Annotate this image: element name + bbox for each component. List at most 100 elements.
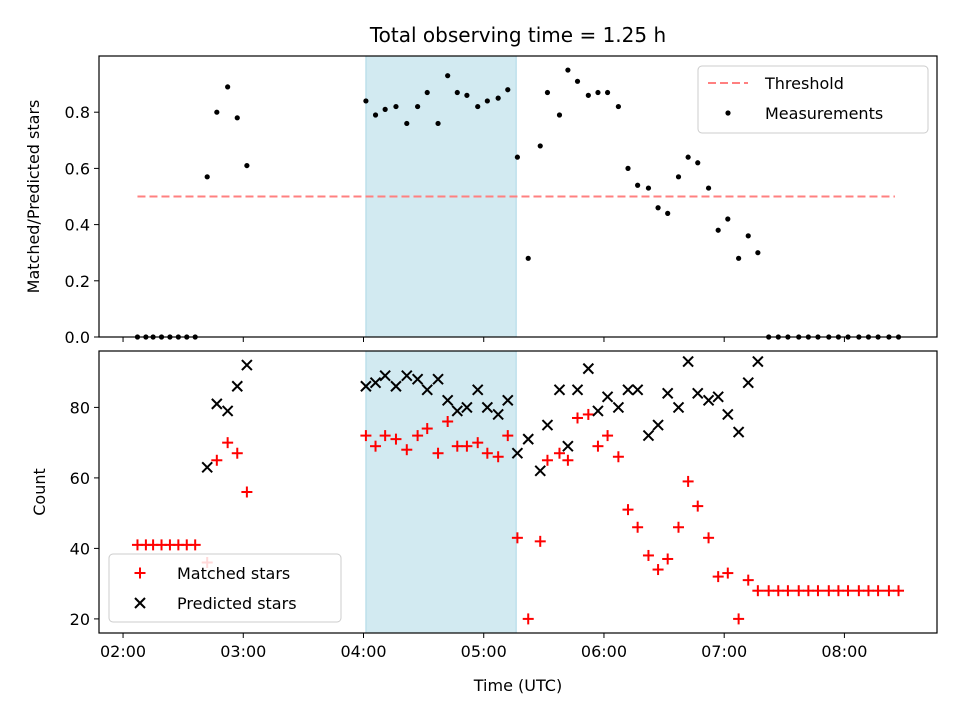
- legend-matched-swatch: [134, 567, 146, 579]
- cross-b: [534, 465, 546, 477]
- matched-star-point: [541, 454, 553, 466]
- measurement-point: [645, 185, 652, 191]
- matched-stars-series: [131, 408, 905, 625]
- measurement-point: [464, 92, 470, 98]
- predicted-star-point: [241, 359, 253, 371]
- cross-b: [562, 440, 574, 452]
- measurement-point: [363, 98, 369, 104]
- measurement-point: [675, 174, 682, 180]
- cross-b: [582, 362, 595, 375]
- cross-b: [221, 405, 234, 417]
- predicted-star-point: [642, 429, 655, 442]
- matched-star-point: [511, 532, 523, 544]
- cross-b: [201, 461, 213, 474]
- predicted-star-point: [432, 373, 444, 385]
- measurement-point: [514, 154, 520, 160]
- predicted-star-point: [562, 440, 574, 452]
- bottom-panel: 02:00 03:00 04:00 05:00 06:00 07:00 08:00 20 40 6…: [30, 350, 938, 661]
- matched-star-point: [763, 585, 775, 597]
- predicted-star-point: [211, 398, 223, 410]
- measurement-point: [695, 160, 701, 166]
- matched-star-point: [642, 549, 654, 561]
- legend-matched-label: Matched stars: [177, 564, 290, 583]
- cross-b: [360, 380, 372, 392]
- predicted-star-point: [441, 394, 454, 407]
- top-y-tick-label: 0.8: [65, 103, 90, 122]
- matched-star-point: [682, 475, 694, 487]
- matched-star-point: [712, 571, 724, 583]
- top-axes-frame: [98, 55, 938, 338]
- measurement-point: [424, 89, 430, 96]
- matched-star-point: [401, 444, 413, 456]
- cross-b: [481, 401, 494, 414]
- predicted-star-point: [672, 401, 685, 414]
- matched-star-point: [652, 564, 664, 576]
- measurement-point: [495, 95, 501, 101]
- predicted-star-point: [712, 391, 724, 403]
- bottom-axes-frame: [98, 350, 938, 634]
- measurement-point: [604, 89, 611, 96]
- matched-star-point: [662, 553, 674, 565]
- predicted-star-point: [661, 387, 674, 400]
- cross-b: [661, 387, 674, 400]
- top-legend: Threshold Measurements: [697, 65, 929, 134]
- predicted-star-point: [421, 384, 433, 396]
- matched-star-point: [842, 585, 854, 597]
- predicted-star-point: [451, 405, 463, 417]
- matched-star-point: [562, 454, 574, 466]
- predicted-star-point: [732, 426, 745, 438]
- cross-b: [231, 380, 243, 392]
- predicted-star-point: [742, 377, 754, 389]
- matched-star-point: [823, 585, 835, 597]
- measurement-point: [445, 73, 451, 79]
- matched-star-point: [692, 500, 704, 512]
- cross-b: [511, 447, 524, 459]
- matched-star-point: [782, 585, 794, 597]
- measurement-point: [585, 92, 591, 98]
- bottom-y-tick-label: 80: [70, 398, 90, 417]
- cross-b: [541, 419, 554, 431]
- matched-star-point: [582, 408, 594, 420]
- matched-star-point: [553, 447, 565, 459]
- predicted-star-point: [511, 447, 524, 459]
- matched-star-point: [442, 416, 454, 427]
- top-y-tick-label: 0.4: [65, 216, 90, 235]
- x-tick-label: 05:00: [461, 642, 507, 661]
- predicted-star-point: [692, 387, 704, 400]
- measurement-point: [537, 143, 543, 149]
- measurement-point: [204, 174, 210, 180]
- matched-star-point: [370, 440, 382, 452]
- matched-star-point: [632, 521, 644, 533]
- measurement-point: [665, 210, 671, 216]
- matched-star-point: [412, 430, 424, 442]
- matched-star-point: [862, 585, 874, 597]
- matched-star-point: [390, 433, 402, 445]
- matched-star-point: [451, 440, 463, 452]
- cross-b: [369, 377, 382, 389]
- predicted-star-point: [612, 401, 625, 414]
- measurement-point: [655, 205, 661, 211]
- predicted-star-point: [553, 384, 566, 396]
- measurement-point: [435, 120, 441, 127]
- matched-star-point: [602, 430, 614, 442]
- measurement-point: [372, 112, 379, 118]
- matched-star-point: [872, 585, 884, 597]
- cross-b: [241, 359, 253, 371]
- matched-star-point: [222, 437, 234, 449]
- cross-b: [682, 355, 694, 368]
- measurement-point: [725, 216, 731, 222]
- top-y-tick-label: 0.6: [65, 159, 90, 178]
- matched-star-point: [722, 567, 734, 579]
- x-tick-label: 04:00: [340, 642, 386, 661]
- predicted-star-point: [522, 433, 534, 445]
- matched-star-point: [211, 454, 223, 466]
- matched-star-point: [802, 585, 814, 597]
- chart-title: Total observing time = 1.25 h: [369, 23, 666, 47]
- predicted-star-point: [601, 391, 614, 403]
- cross-b: [502, 394, 514, 407]
- matched-star-point: [189, 539, 201, 551]
- bottom-y-tick-label: 40: [70, 539, 90, 558]
- cross-b: [622, 384, 634, 396]
- measurement-point: [736, 255, 742, 261]
